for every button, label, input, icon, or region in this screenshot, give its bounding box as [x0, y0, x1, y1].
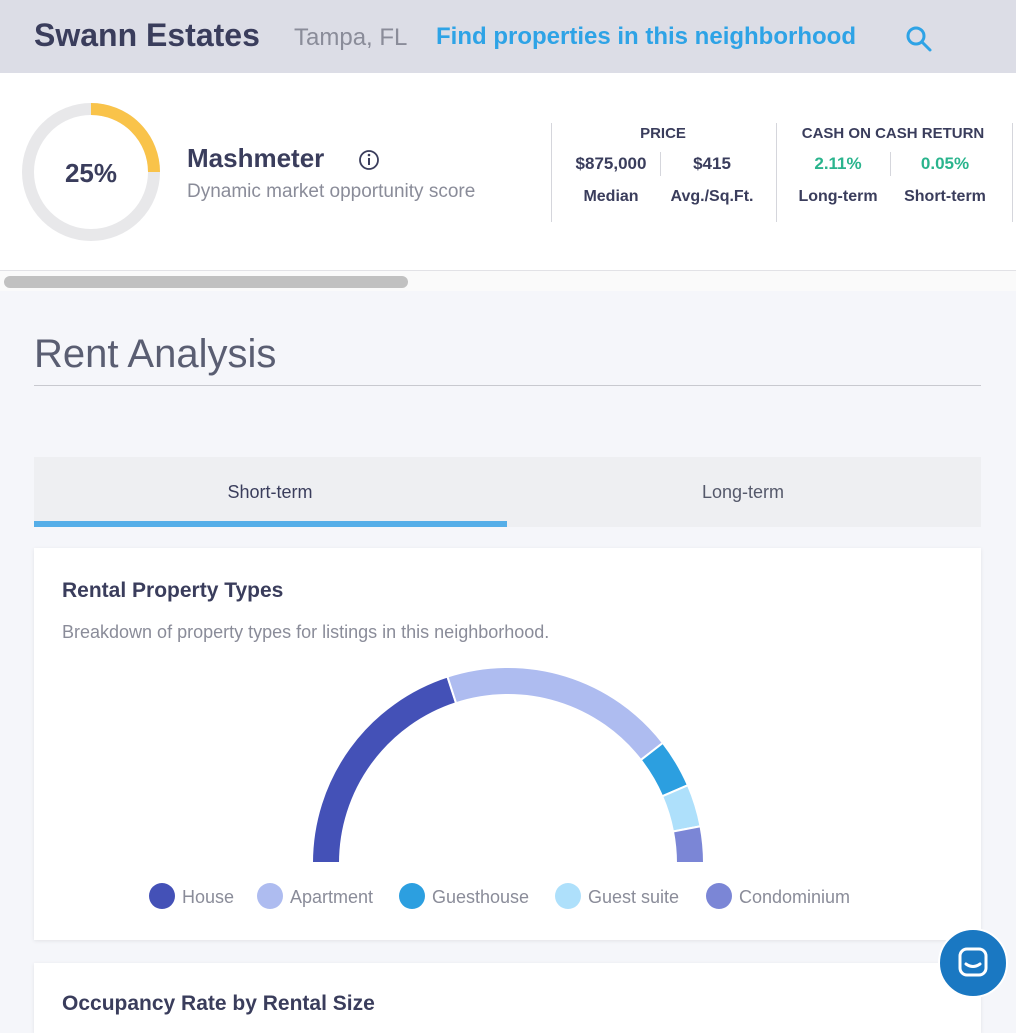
- coc-title: CASH ON CASH RETURN: [801, 125, 985, 142]
- legend-label: House: [182, 887, 234, 907]
- separator: [660, 152, 661, 176]
- price-value: $415: [693, 154, 731, 173]
- legend-swatch: [706, 883, 732, 909]
- mashmeter-gauge: [22, 103, 160, 241]
- scrollbar-thumb[interactable]: [4, 276, 408, 288]
- mashmeter-title: Mashmeter: [187, 143, 325, 173]
- mashmeter-score: 25%: [64, 158, 118, 188]
- location: Tampa, FL: [294, 24, 408, 51]
- price-label: Avg./Sq.Ft.: [670, 188, 754, 205]
- card-title: Occupancy Rate by Rental Size: [62, 992, 375, 1015]
- active-tab-indicator: [34, 521, 507, 527]
- price-title: PRICE: [640, 125, 686, 142]
- mashmeter-subtitle: Dynamic market opportunity score: [187, 181, 476, 202]
- legend-swatch: [257, 883, 283, 909]
- separator: [551, 123, 552, 222]
- coc-label: Short-term: [904, 188, 986, 205]
- neighborhood-title: Swann Estates: [34, 17, 260, 53]
- card-subtitle: Breakdown of property types for listings…: [62, 622, 550, 642]
- donut-segment: [310, 675, 458, 864]
- legend-label: Apartment: [290, 887, 373, 907]
- price-value: $875,000: [575, 154, 647, 173]
- legend-swatch: [149, 883, 175, 909]
- separator: [1012, 123, 1013, 222]
- separator: [776, 123, 777, 222]
- tab[interactable]: Short-term: [227, 482, 313, 502]
- find-properties-link[interactable]: Find properties in this neighborhood: [436, 23, 856, 50]
- tab[interactable]: Long-term: [701, 482, 785, 502]
- legend-label: Guesthouse: [432, 887, 529, 907]
- price-label: Median: [583, 188, 639, 205]
- gauge-arc: [90, 103, 160, 173]
- legend-swatch: [399, 883, 425, 909]
- card: [34, 963, 981, 1033]
- card: [34, 548, 981, 940]
- divider: [34, 385, 981, 386]
- legend-label: Guest suite: [588, 887, 679, 907]
- legend-swatch: [555, 883, 581, 909]
- chat-button[interactable]: [937, 927, 1011, 1001]
- separator: [890, 152, 891, 176]
- legend-label: Condominium: [739, 887, 850, 907]
- donut-segment: [671, 825, 706, 864]
- coc-value: 2.11%: [814, 154, 862, 173]
- half-donut-chart: House Apartment Guesthouse Guest suite Condo…: [149, 666, 850, 909]
- search-icon[interactable]: [904, 24, 934, 54]
- donut-segment: [446, 666, 665, 762]
- tab-bar: [34, 457, 981, 527]
- coc-value: 0.05%: [920, 154, 970, 173]
- card-title: Rental Property Types: [62, 579, 284, 602]
- info-icon[interactable]: [357, 148, 381, 172]
- header-bar: [0, 0, 1016, 73]
- section-title: Rent Analysis: [34, 332, 277, 376]
- summary-panel: [0, 73, 1016, 270]
- coc-label: Long-term: [798, 188, 878, 205]
